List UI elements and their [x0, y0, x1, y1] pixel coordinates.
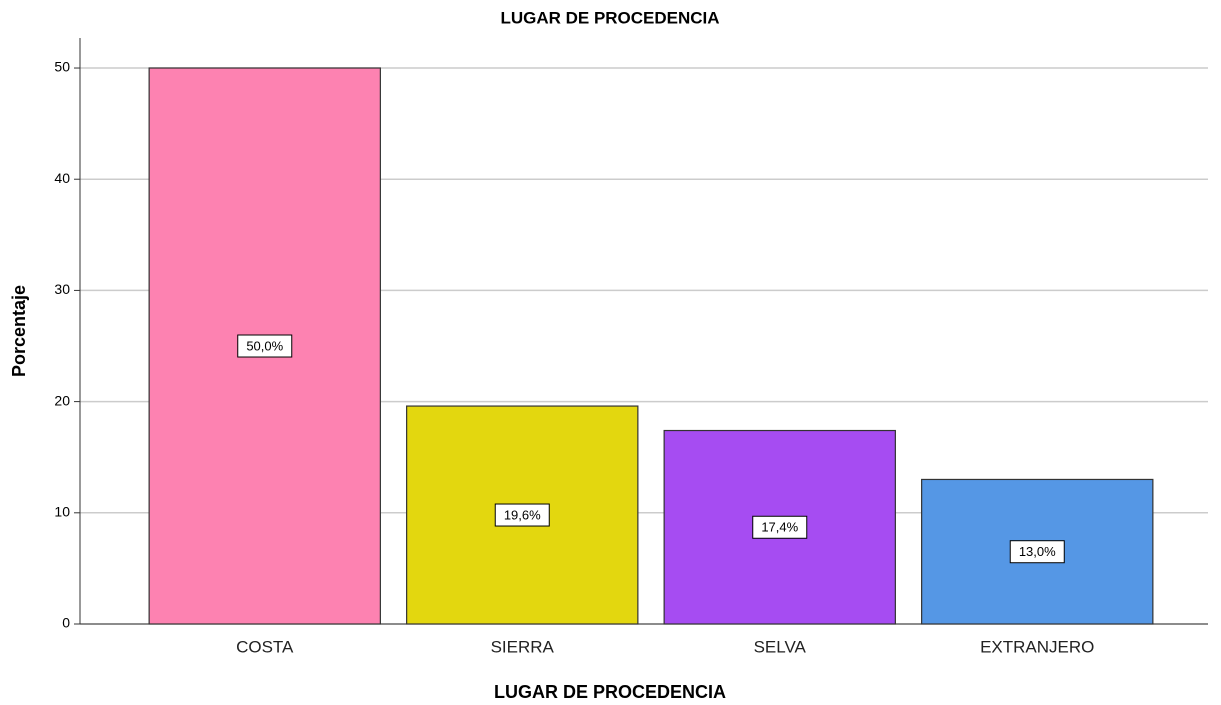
- y-tick-label: 20: [54, 392, 70, 408]
- y-tick-label: 0: [62, 615, 70, 631]
- y-tick-label: 30: [54, 281, 70, 297]
- y-tick-label: 40: [54, 170, 70, 186]
- x-tick-label: SELVA: [754, 637, 807, 656]
- y-tick-label: 10: [54, 504, 70, 520]
- x-axis-title: LUGAR DE PROCEDENCIA: [494, 682, 726, 702]
- value-label: 13,0%: [1019, 544, 1056, 559]
- value-label-box: [237, 334, 293, 358]
- x-tick-label: SIERRA: [491, 637, 555, 656]
- y-axis-title: Porcentaje: [9, 285, 29, 377]
- value-label-box: [494, 503, 550, 527]
- value-label: 19,6%: [504, 507, 541, 522]
- x-tick-label: EXTRANJERO: [980, 637, 1094, 656]
- value-label-box: [1009, 540, 1065, 564]
- chart-title: LUGAR DE PROCEDENCIA: [500, 8, 719, 27]
- x-tick-label: COSTA: [236, 637, 294, 656]
- y-tick-label: 50: [54, 59, 70, 75]
- value-label: 50,0%: [246, 338, 283, 353]
- value-label-box: [752, 515, 808, 539]
- value-label: 17,4%: [761, 520, 798, 535]
